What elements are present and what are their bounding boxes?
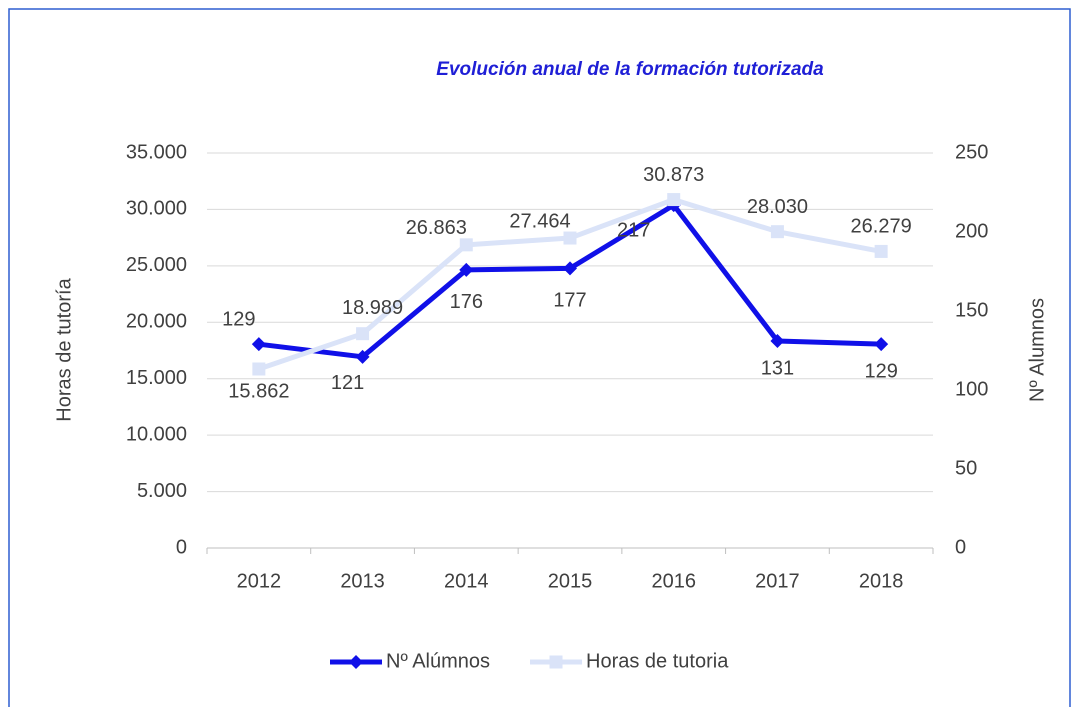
y-tick-label: 5.000 — [137, 480, 187, 502]
marker — [874, 337, 889, 352]
y2-tick-label: 200 — [955, 220, 988, 242]
x-tick-label: 2013 — [340, 570, 385, 592]
data-label: 131 — [761, 357, 794, 379]
y-tick-label: 30.000 — [126, 198, 187, 220]
marker — [252, 362, 266, 376]
y2-tick-label: 50 — [955, 457, 977, 479]
data-label: 26.863 — [406, 217, 467, 239]
data-label: 18.989 — [342, 297, 403, 319]
marker — [349, 655, 363, 669]
data-label: 177 — [553, 290, 586, 312]
x-tick-label: 2012 — [237, 570, 282, 592]
x-tick-label: 2018 — [859, 570, 904, 592]
y2-tick-label: 0 — [955, 536, 966, 558]
data-label: 26.279 — [851, 216, 912, 238]
y-tick-label: 15.000 — [126, 367, 187, 389]
legend-label: Horas de tutoria — [586, 650, 729, 672]
marker — [251, 337, 266, 352]
marker — [770, 225, 784, 239]
data-label: 217 — [617, 219, 650, 241]
y2-tick-label: 250 — [955, 141, 988, 163]
data-label: 129 — [222, 308, 255, 330]
chart-title: Evolución anual de la formación tutoriza… — [436, 59, 824, 80]
y2-axis-label: Nº Alumnos — [1026, 298, 1048, 402]
x-tick-label: 2016 — [651, 570, 696, 592]
y-tick-label: 25.000 — [126, 254, 187, 276]
x-tick-label: 2014 — [444, 570, 489, 592]
data-label: 30.873 — [643, 164, 704, 186]
marker — [356, 327, 370, 341]
marker — [563, 261, 577, 276]
marker — [770, 334, 785, 349]
marker — [459, 262, 474, 277]
x-tick-label: 2015 — [548, 570, 593, 592]
marker — [667, 193, 681, 207]
y-tick-label: 35.000 — [126, 141, 187, 163]
y-axis-label: Horas de tutoría — [53, 277, 75, 421]
frame — [8, 8, 1071, 707]
marker — [459, 238, 473, 252]
data-label: 27.464 — [509, 210, 570, 232]
x-tick-label: 2017 — [755, 570, 800, 592]
data-label: 176 — [450, 291, 483, 313]
data-label: 15.862 — [228, 380, 289, 402]
marker — [355, 349, 370, 364]
data-label: 121 — [331, 372, 364, 394]
y-tick-label: 0 — [176, 536, 187, 558]
data-label: 28.030 — [747, 196, 808, 218]
y-tick-label: 10.000 — [126, 423, 187, 445]
marker — [549, 655, 563, 669]
y2-tick-label: 150 — [955, 299, 988, 321]
marker — [563, 231, 577, 245]
y-tick-label: 20.000 — [126, 311, 187, 333]
legend-label: Nº Alúmnos — [386, 650, 490, 672]
data-label: 129 — [864, 360, 897, 382]
marker — [874, 244, 888, 258]
y2-tick-label: 100 — [955, 378, 988, 400]
